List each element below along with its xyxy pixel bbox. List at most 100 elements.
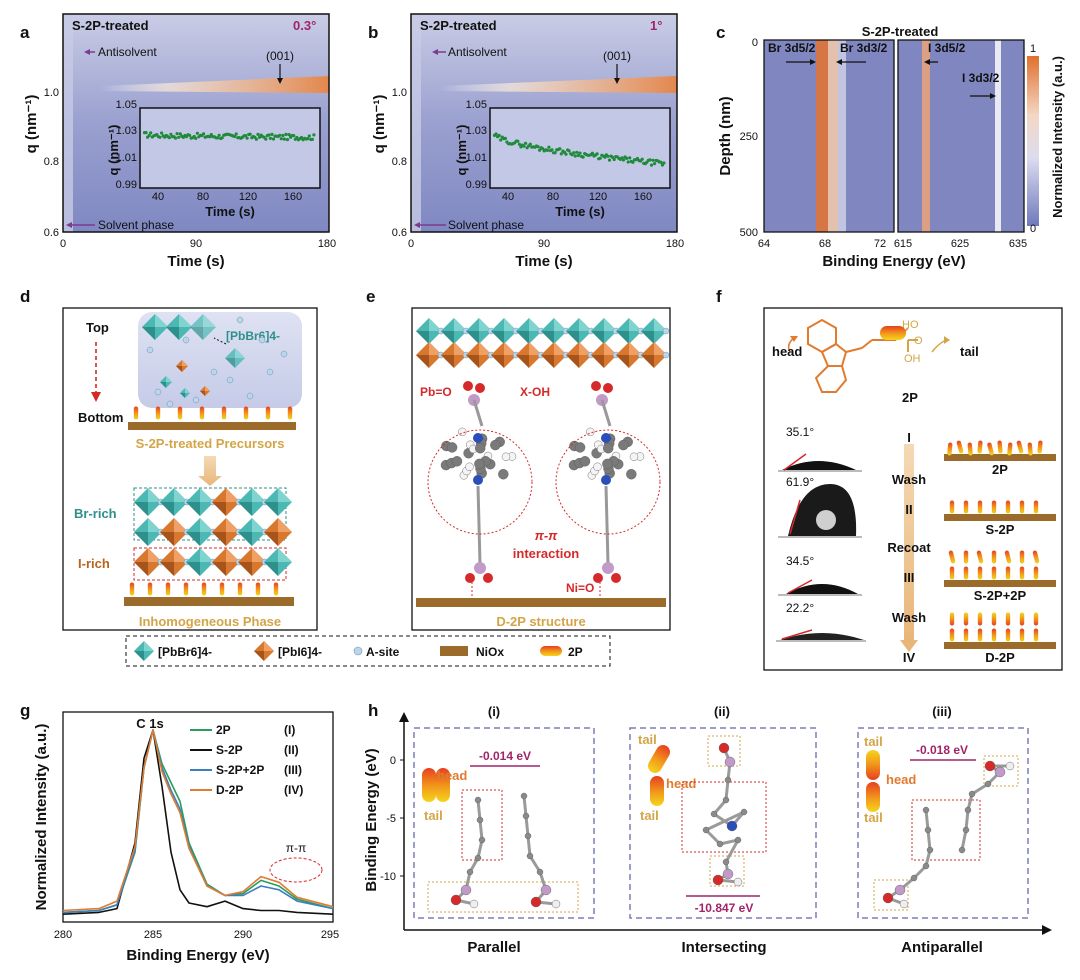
2p-molecule [265, 406, 271, 420]
2p-molecule [963, 628, 969, 642]
atom [968, 790, 976, 798]
atom [718, 742, 730, 754]
2p-molecule [147, 582, 153, 596]
molecule-pair-parallel [450, 792, 561, 909]
a-site-ion [662, 351, 670, 359]
precursor-label: S-2P-treated Precursors [136, 436, 285, 451]
atom [490, 439, 501, 451]
2p-molecule [165, 582, 171, 596]
inset-data-point [299, 135, 304, 140]
inset-ytick: 0.99 [466, 179, 487, 191]
br-rich-label: Br-rich [74, 506, 117, 521]
inset-data-point [257, 135, 262, 139]
inset-data-point [567, 149, 571, 153]
structure-label: D-2P structure [496, 614, 585, 629]
tail-label-iii-bottom: tail [864, 810, 883, 825]
inset-data-point [649, 163, 654, 167]
inset-data-point [287, 133, 291, 137]
inset-xlabel-a: Time (s) [205, 204, 255, 219]
inset-data-point [264, 137, 268, 141]
nitrogen-atom [473, 433, 483, 443]
inset-data-point [144, 131, 148, 135]
inset-plot-b [489, 107, 671, 189]
2p-molecule [1005, 612, 1011, 626]
br-rich-region [133, 487, 287, 541]
y-axis-label-b: q (nm⁻¹) [371, 95, 388, 154]
panel-h: 0 -5 -10 Binding Energy (eV) (i) -0.014 … [363, 704, 1052, 956]
atom [551, 899, 561, 909]
atom [922, 806, 930, 814]
oxygen-atom [611, 573, 621, 583]
xtick: 295 [321, 929, 339, 941]
inset-data-point [220, 136, 224, 140]
2p-molecule [1019, 612, 1025, 626]
inset-xtick: 160 [284, 191, 302, 203]
inset-data-point [606, 154, 610, 158]
atom [626, 469, 637, 480]
atom [722, 858, 730, 866]
config-name-antiparallel: Antiparallel [901, 939, 983, 956]
oxygen-atom [593, 573, 603, 583]
inset-xtick: 80 [547, 191, 559, 203]
inset-ylabel-b: q (nm⁻¹) [454, 125, 469, 176]
2p-molecule [991, 628, 997, 642]
step-recoat: Recoat [887, 540, 931, 555]
2p-molecule [991, 500, 997, 514]
config-i-roman: (i) [488, 704, 500, 719]
panel-letter-f: f [716, 287, 722, 306]
ytick: 0.8 [44, 156, 59, 168]
atom [924, 826, 932, 834]
oxygen-atom [465, 573, 475, 583]
2p-molecule [991, 550, 997, 564]
inset-data-point [217, 133, 221, 137]
a-site-ion [258, 336, 266, 344]
inset-data-point [524, 141, 528, 145]
atom [579, 456, 591, 467]
panel-letter-g: g [20, 701, 30, 720]
oxygen-atom [603, 383, 613, 393]
atom [540, 884, 552, 896]
inset-data-point [271, 137, 276, 141]
inset-data-point [612, 157, 616, 162]
pi-pi-label: π-π [535, 528, 559, 543]
atom [894, 884, 906, 896]
inset-ytick: 1.01 [116, 152, 137, 164]
2p-molecule [129, 582, 135, 596]
inset-data-point [578, 151, 582, 155]
pb-o-label: Pb=O [420, 385, 452, 399]
2p-molecule [133, 406, 139, 420]
atom [475, 443, 486, 454]
2p-molecule [1005, 566, 1011, 580]
y-axis-label-a: q (nm⁻¹) [23, 95, 40, 154]
a-site-ion [280, 350, 288, 358]
antisolvent-label-b: Antisolvent [448, 45, 507, 59]
xtick: 68 [819, 238, 831, 250]
nitrogen-atom [601, 433, 611, 443]
atom [498, 469, 509, 480]
process-arrow [904, 444, 914, 640]
atom [602, 458, 613, 470]
inset-data-point [550, 148, 554, 152]
nitrogen-atom [601, 475, 611, 485]
a-site-ion [662, 327, 670, 335]
config-name-intersecting: Intersecting [681, 939, 766, 956]
panel-c: S-2P-treated 1 0 Normalized Intensity (a… [717, 24, 1065, 270]
atom [446, 442, 458, 453]
2p-molecule [977, 500, 983, 514]
panel-letter-d: d [20, 287, 30, 306]
2p-molecule [1005, 500, 1011, 514]
inset-data-point [651, 158, 655, 162]
a-site-ions [146, 316, 288, 408]
inset-data-point [312, 133, 316, 137]
xps-depth-map-i [898, 40, 1024, 232]
inset-data-point [267, 133, 271, 137]
2p-molecule [1005, 628, 1011, 642]
colorbar-min: 0 [1030, 223, 1036, 235]
atom [726, 820, 738, 832]
atom [451, 456, 463, 467]
svg-text:OH: OH [904, 353, 921, 365]
panel-d: Top Bottom [PbBr6]4- S-2P-treated Precur… [62, 307, 318, 631]
2p-molecule [155, 406, 161, 420]
solvent-phase-label-b: Solvent phase [448, 218, 524, 232]
atom [460, 884, 472, 896]
